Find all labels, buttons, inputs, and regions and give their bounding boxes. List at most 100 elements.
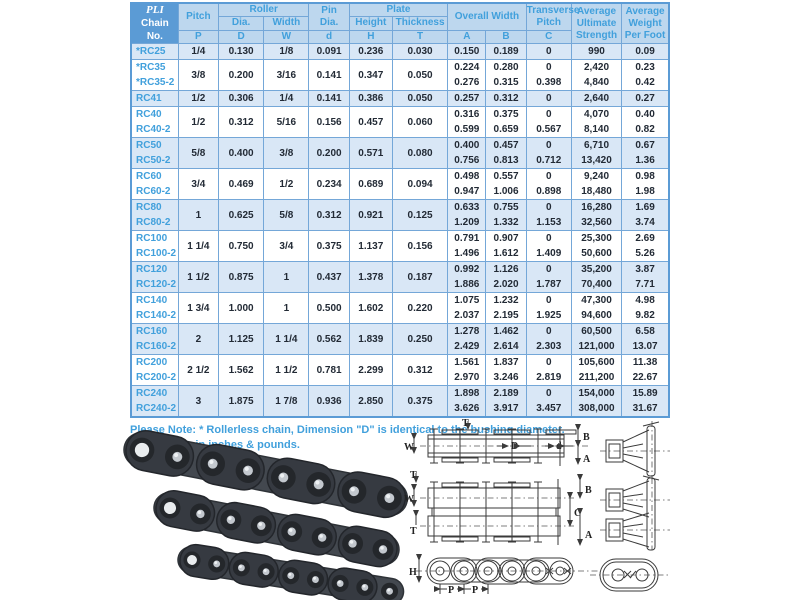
- double-link-end-view: [600, 477, 670, 551]
- cell-plate-height: 2.850: [348, 385, 393, 418]
- cell-chain-no: RC160 RC160-2: [130, 323, 179, 355]
- cell-roller-dia: 0.750: [217, 230, 265, 262]
- cell-width-a: 0.224 0.276: [447, 59, 487, 91]
- dim-label-D: D: [511, 441, 518, 452]
- dim-label-A: A: [583, 454, 591, 465]
- cell-plate-height: 1.602: [348, 292, 393, 324]
- cell-pitch: 3: [177, 385, 219, 418]
- cell-roller-width: 1 1/4: [263, 323, 310, 355]
- cell-pitch: 2: [177, 323, 219, 355]
- cell-plate-thickness: 0.156: [391, 230, 449, 262]
- table-row: RC240 RC240-2 3 1.875 1 7/8 0.936 2.850 0.375 1.…: [130, 385, 670, 418]
- cell-pin-dia: 0.200: [308, 137, 350, 169]
- cell-roller-dia: 0.312: [217, 106, 265, 138]
- cell-transverse-c: 0: [525, 43, 572, 60]
- cell-transverse-c: 0 0.712: [525, 137, 572, 169]
- dim-label-A2: A: [585, 530, 593, 541]
- table-row: RC80 RC80-2 1 0.625 5/8 0.312 0.921 0.125 0.633 1…: [130, 199, 670, 231]
- symbol-D: D: [217, 29, 265, 45]
- cell-chain-no: RC240 RC240-2: [130, 385, 179, 418]
- cell-chain-no: *RC35 *RC35-2: [130, 59, 179, 91]
- cell-plate-height: 0.386: [348, 90, 393, 107]
- cell-pitch: 1/4: [177, 43, 219, 60]
- cell-roller-width: 5/8: [263, 199, 310, 231]
- cell-plate-thickness: 0.312: [391, 354, 449, 386]
- cell-transverse-c: 0 2.303: [525, 323, 572, 355]
- header-plate: Plate: [348, 2, 449, 18]
- cell-plate-height: 2.299: [348, 354, 393, 386]
- cell-pitch: 2 1/2: [177, 354, 219, 386]
- cell-pitch: 5/8: [177, 137, 219, 169]
- cell-plate-thickness: 0.125: [391, 199, 449, 231]
- spec-table-body: *RC25 1/4 0.130 1/8 0.091 0.236 0.030 0.150 0.18…: [130, 43, 670, 418]
- chain-strand: [177, 543, 405, 600]
- cell-transverse-c: 0 2.819: [525, 354, 572, 386]
- cell-width-b: 0.280 0.315: [485, 59, 527, 91]
- cell-plate-height: 0.689: [348, 168, 393, 200]
- table-row: *RC35 *RC35-2 3/8 0.200 3/16 0.141 0.347 0.050 0…: [130, 59, 670, 91]
- cell-pin-dia: 0.562: [308, 323, 350, 355]
- cell-roller-width: 1/2: [263, 168, 310, 200]
- dim-label-P1: P: [448, 585, 454, 596]
- symbol-d: d: [308, 29, 350, 45]
- cell-plate-height: 0.236: [348, 43, 393, 60]
- cell-roller-dia: 0.469: [217, 168, 265, 200]
- cell-width-b: 0.457 0.813: [485, 137, 527, 169]
- cell-width-a: 1.561 2.970: [447, 354, 487, 386]
- header-transverse-pitch: Transverse Pitch: [525, 2, 579, 31]
- symbol-H: H: [348, 29, 393, 45]
- cell-roller-width: 1 7/8: [263, 385, 310, 418]
- cell-width-a: 0.316 0.599: [447, 106, 487, 138]
- cell-plate-thickness: 0.094: [391, 168, 449, 200]
- cell-chain-no: RC200 RC200-2: [130, 354, 179, 386]
- cell-roller-dia: 0.306: [217, 90, 265, 107]
- cell-transverse-c: 0: [525, 90, 572, 107]
- cell-roller-width: 3/4: [263, 230, 310, 262]
- cell-pitch: 1: [177, 199, 219, 231]
- cell-plate-thickness: 0.375: [391, 385, 449, 418]
- cell-width-b: 0.375 0.659: [485, 106, 527, 138]
- cell-width-b: 0.557 1.006: [485, 168, 527, 200]
- cell-strength: 60,500 121,000: [570, 323, 623, 355]
- cell-pin-dia: 0.437: [308, 261, 350, 293]
- roller-chain-photo: [123, 430, 409, 600]
- link-plate-diagram: [590, 558, 668, 592]
- cell-plate-height: 1.378: [348, 261, 393, 293]
- cell-pin-dia: 0.141: [308, 59, 350, 91]
- cell-roller-width: 1 1/2: [263, 354, 310, 386]
- cell-weight: 11.38 22.67: [621, 354, 670, 386]
- cell-weight: 0.23 0.42: [621, 59, 670, 91]
- cell-pin-dia: 0.141: [308, 90, 350, 107]
- cell-roller-dia: 0.130: [217, 43, 265, 60]
- table-row: RC50 RC50-2 5/8 0.400 3/8 0.200 0.571 0.080 0.40…: [130, 137, 670, 169]
- cell-chain-no: RC60 RC60-2: [130, 168, 179, 200]
- cell-strength: 154,000 308,000: [570, 385, 623, 418]
- symbol-P: P: [177, 29, 219, 45]
- cell-roller-width: 1/4: [263, 90, 310, 107]
- cell-pitch: 1 1/2: [177, 261, 219, 293]
- cell-pin-dia: 0.312: [308, 199, 350, 231]
- cell-roller-dia: 0.200: [217, 59, 265, 91]
- cell-strength: 25,300 50,600: [570, 230, 623, 262]
- cell-width-b: 1.126 2.020: [485, 261, 527, 293]
- header-plate-height: Height: [348, 16, 393, 31]
- cell-width-b: 0.312: [485, 90, 527, 107]
- cell-width-a: 0.257: [447, 90, 487, 107]
- cell-plate-thickness: 0.050: [391, 90, 449, 107]
- symbol-B: B: [485, 29, 527, 45]
- table-header: PLI Chain No. Pitch Roller Pin Dia. Plat…: [130, 2, 670, 45]
- cell-width-a: 1.075 2.037: [447, 292, 487, 324]
- dim-label-T-top: T: [410, 470, 417, 481]
- cell-weight: 6.58 13.07: [621, 323, 670, 355]
- cell-pin-dia: 0.375: [308, 230, 350, 262]
- cell-plate-thickness: 0.050: [391, 59, 449, 91]
- table-row: RC40 RC40-2 1/2 0.312 5/16 0.156 0.457 0.060 0.3…: [130, 106, 670, 138]
- chain-strand: [153, 490, 400, 568]
- cell-weight: 0.09: [621, 43, 670, 60]
- cell-pin-dia: 0.156: [308, 106, 350, 138]
- cell-plate-thickness: 0.220: [391, 292, 449, 324]
- symbol-A: A: [447, 29, 487, 45]
- cell-width-a: 1.278 2.429: [447, 323, 487, 355]
- cell-transverse-c: 0 1.153: [525, 199, 572, 231]
- cell-pin-dia: 0.500: [308, 292, 350, 324]
